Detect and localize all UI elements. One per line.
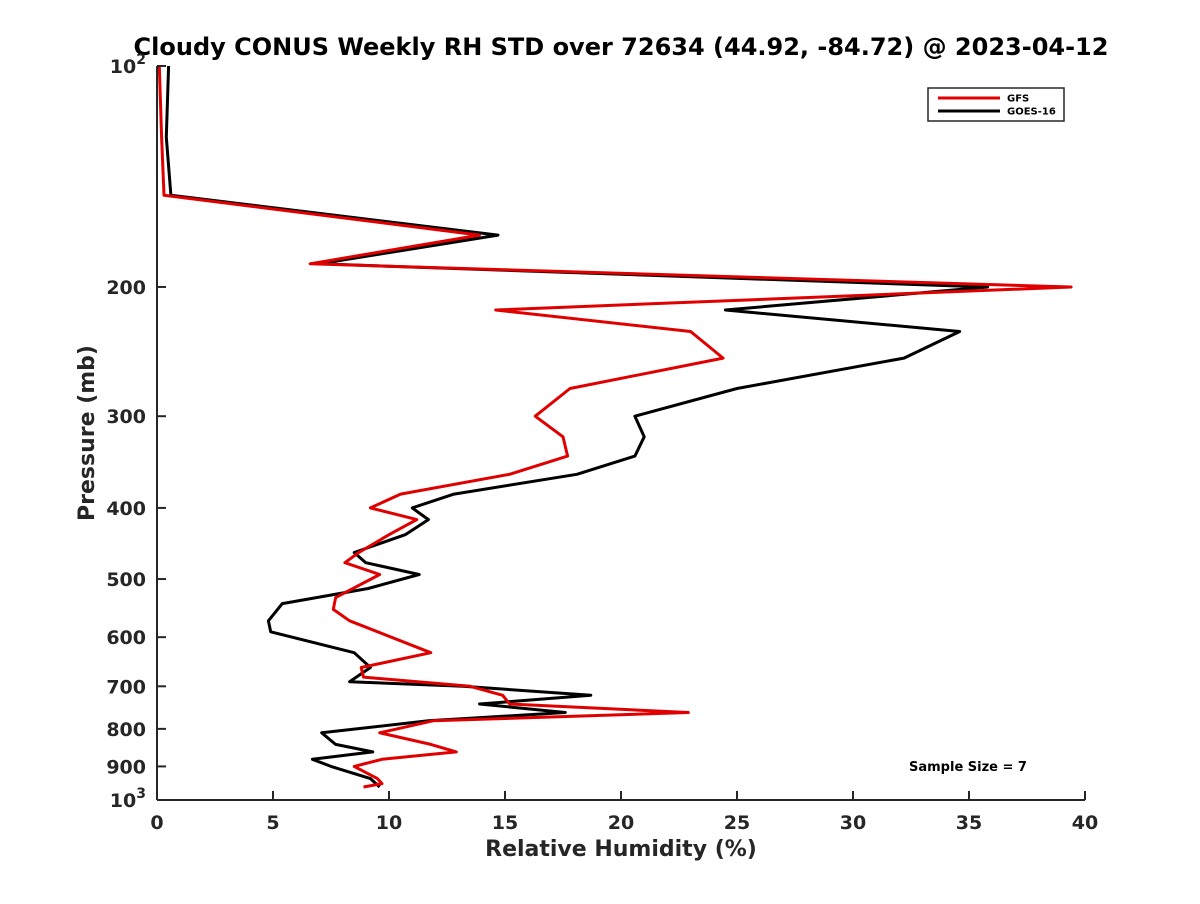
series-line-gfs [157, 65, 1073, 789]
legend-label: GOES-16 [1007, 107, 1056, 118]
x-axis: 0 5 10 15 20 25 30 35 40 [150, 791, 1098, 834]
legend-label: GFS [1007, 94, 1029, 105]
legend: GFS GOES-16 [927, 87, 1065, 122]
y-tick-label: 102 [110, 52, 146, 78]
y-tick-label: 200 [106, 277, 146, 299]
x-tick-label: 35 [956, 812, 982, 834]
x-tick-label: 25 [724, 812, 750, 834]
y-axis-label: Pressure (mb) [75, 345, 100, 521]
y-tick-label: 700 [106, 676, 146, 698]
y-axis: 102 200 300 400 500 600 700 800 900 103 [106, 52, 166, 812]
series-line-goes-16 [164, 65, 990, 789]
sample-size-annotation: Sample Size = 7 [909, 760, 1027, 775]
chart-title: Cloudy CONUS Weekly RH STD over 72634 (4… [134, 33, 1109, 61]
axes [156, 66, 1085, 801]
x-tick-label: 15 [492, 812, 518, 834]
x-axis-label: Relative Humidity (%) [485, 837, 757, 862]
y-tick-label: 800 [106, 719, 146, 741]
x-tick-label: 20 [608, 812, 634, 834]
y-tick-label: 600 [106, 627, 146, 649]
x-tick-label: 5 [266, 812, 279, 834]
plot-area [157, 65, 1073, 789]
legend-box [927, 87, 1065, 122]
y-tick-label: 500 [106, 569, 146, 591]
y-tick-label: 300 [106, 406, 146, 428]
x-tick-label: 0 [150, 812, 163, 834]
x-tick-label: 40 [1072, 812, 1098, 834]
y-tick-label: 900 [106, 756, 146, 778]
x-tick-label: 30 [840, 812, 866, 834]
x-tick-label: 10 [376, 812, 402, 834]
y-tick-label: 400 [106, 498, 146, 520]
y-tick-label: 103 [110, 786, 146, 812]
